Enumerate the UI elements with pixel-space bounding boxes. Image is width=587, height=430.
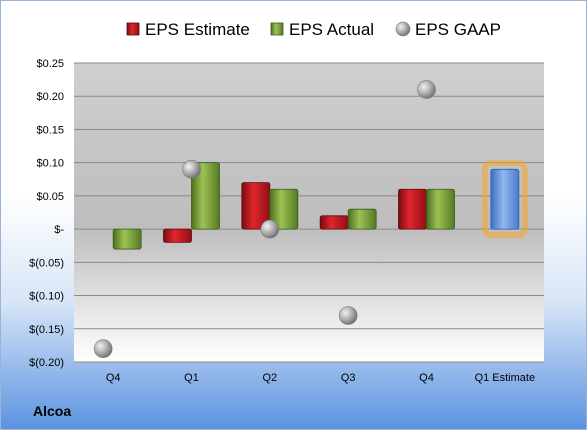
y-tick-label: $(0.20) (29, 357, 64, 369)
eps-gaap-marker (93, 339, 113, 359)
y-tick-label: $(0.05) (29, 257, 64, 269)
y-tick-label: $0.10 (36, 158, 64, 170)
x-tick-label: Q3 (341, 372, 356, 384)
y-tick-label: $0.25 (36, 58, 64, 70)
y-tick-label: $(0.15) (29, 324, 64, 336)
legend-item: EPS Estimate (126, 20, 250, 39)
eps-actual-bar (426, 188, 455, 230)
y-tick-label: $0.05 (36, 191, 64, 203)
x-tick-label: Q4 (419, 372, 434, 384)
x-axis-tick-labels: Q4 Q1 Q2 Q3 Q4 Q1 Estimate (106, 372, 535, 384)
forecast-highlight (481, 160, 528, 239)
y-tick-label: $(0.10) (29, 291, 64, 303)
forecast-bar (490, 168, 520, 230)
company-name: Alcoa (33, 403, 72, 419)
eps-gaap-marker (417, 80, 436, 99)
legend-item: EPS GAAP (395, 20, 501, 39)
eps-gaap-marker (182, 160, 201, 179)
eps-gaap-marker (338, 306, 358, 325)
eps-estimate-bar (319, 215, 349, 230)
legend: EPS Estimate EPS Actual EPS GAAP (126, 20, 501, 39)
y-axis-tick-labels: $0.25 $0.20 $0.15 $0.10 $0.05 $- $(0.05) $(0.10… (29, 58, 64, 369)
x-tick-label: Q2 (262, 372, 277, 384)
eps-estimate-bar (398, 188, 427, 230)
plot-area (74, 63, 544, 362)
eps-actual-bar (347, 208, 377, 230)
legend-swatch-gaap (395, 21, 411, 37)
legend-label: EPS Estimate (145, 20, 250, 39)
legend-item: EPS Actual (270, 20, 374, 39)
legend-swatch (270, 22, 284, 36)
eps-actual-bar (191, 162, 220, 230)
y-tick-label: $0.20 (36, 91, 64, 103)
y-tick-label: $- (54, 224, 64, 236)
legend-swatch (126, 22, 140, 36)
legend-label: EPS GAAP (415, 20, 501, 39)
eps-gaap-marker (260, 219, 280, 239)
x-tick-label: Q1 Estimate (475, 372, 536, 384)
eps-estimate-bar (163, 228, 192, 243)
legend-label: EPS Actual (289, 20, 374, 39)
y-tick-label: $0.15 (36, 124, 64, 136)
eps-actual-bar (112, 228, 142, 250)
x-tick-label: Q1 (184, 372, 199, 384)
gaap-markers (93, 80, 436, 359)
gridlines (74, 62, 544, 363)
eps-actual-bar (269, 188, 299, 230)
bars (112, 160, 528, 250)
x-tick-label: Q4 (106, 372, 121, 384)
